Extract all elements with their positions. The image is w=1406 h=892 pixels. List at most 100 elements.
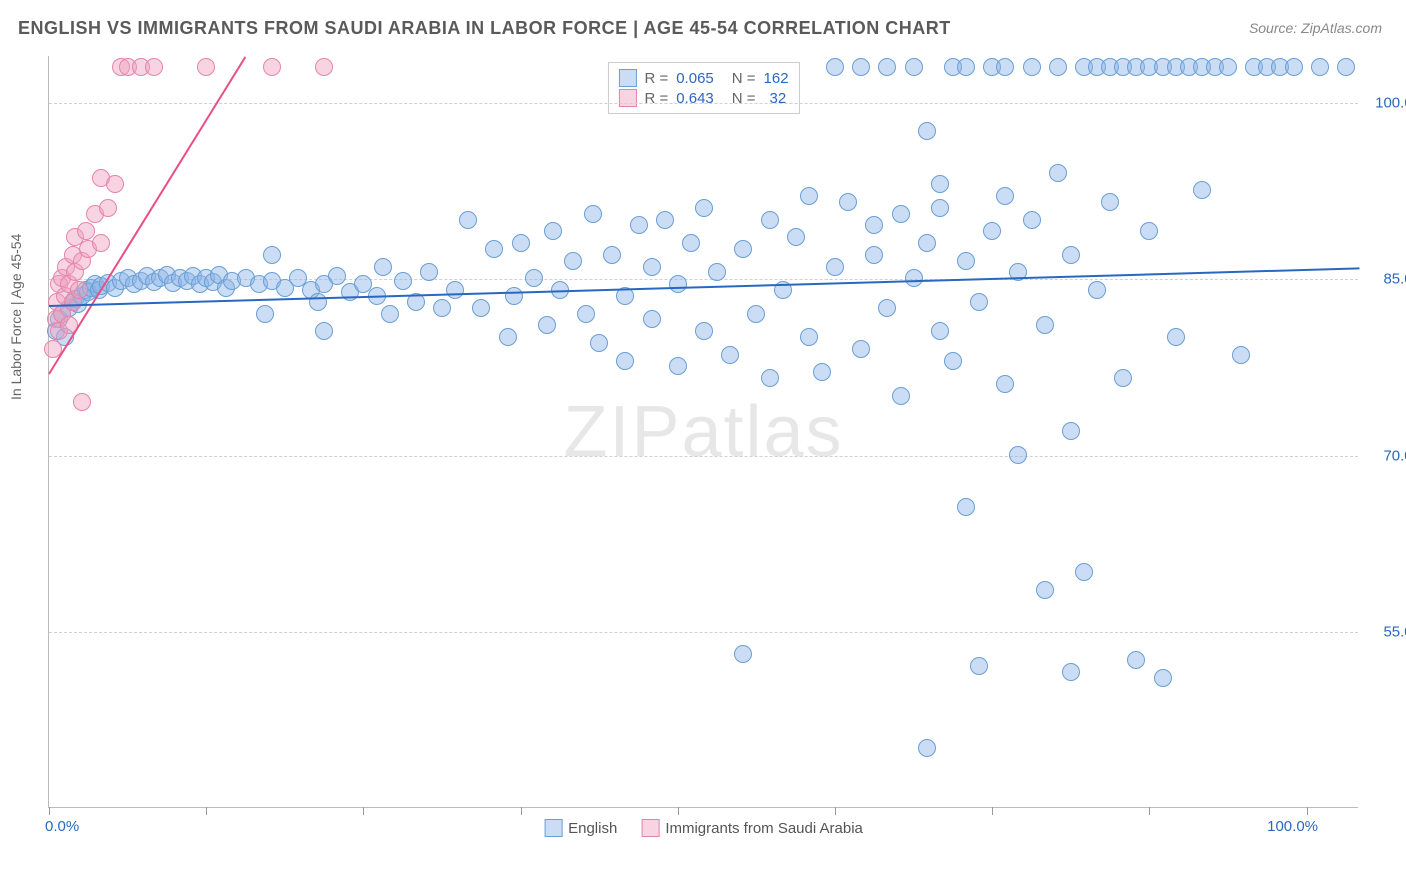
data-point-english [747,305,765,323]
data-point-english [1075,563,1093,581]
x-tick [1307,807,1308,815]
data-point-english [525,269,543,287]
data-point-english [1062,246,1080,264]
data-point-english [459,211,477,229]
x-tick [363,807,364,815]
data-point-saudi [315,58,333,76]
data-point-english [892,387,910,405]
data-point-english [944,352,962,370]
data-point-english [1101,193,1119,211]
data-point-english [787,228,805,246]
data-point-saudi [92,234,110,252]
y-tick-label: 85.0% [1383,271,1406,288]
data-point-english [918,122,936,140]
legend-item-saudi: Immigrants from Saudi Arabia [641,819,863,837]
data-point-english [839,193,857,211]
series-label-saudi: Immigrants from Saudi Arabia [665,820,863,837]
data-point-english [695,199,713,217]
y-tick-label: 55.0% [1383,623,1406,640]
x-tick [678,807,679,815]
data-point-english [996,187,1014,205]
swatch-english [544,819,562,837]
y-tick-label: 100.0% [1375,95,1406,112]
data-point-english [374,258,392,276]
data-point-english [695,322,713,340]
series-legend: English Immigrants from Saudi Arabia [544,819,863,837]
legend-row-english: R = 0.065 N = 162 [618,69,788,87]
data-point-english [865,246,883,264]
data-point-english [826,58,844,76]
data-point-english [1023,211,1041,229]
data-point-english [669,357,687,375]
data-point-english [878,299,896,317]
data-point-saudi [77,222,95,240]
data-point-english [970,657,988,675]
x-tick [835,807,836,815]
watermark-text: ZIPatlas [563,391,843,473]
data-point-english [420,263,438,281]
data-point-english [721,346,739,364]
data-point-english [1285,58,1303,76]
data-point-saudi [73,393,91,411]
data-point-saudi [99,199,117,217]
data-point-english [996,375,1014,393]
data-point-english [878,58,896,76]
data-point-english [1154,669,1172,687]
data-point-english [1337,58,1355,76]
data-point-english [1023,58,1041,76]
data-point-english [1036,316,1054,334]
trend-line [48,56,246,374]
data-point-english [957,58,975,76]
data-point-english [1036,581,1054,599]
data-point-english [1114,369,1132,387]
swatch-english [618,69,636,87]
y-axis-label: In Labor Force | Age 45-54 [8,234,24,400]
data-point-english [800,328,818,346]
data-point-english [544,222,562,240]
data-point-english [446,281,464,299]
data-point-english [734,645,752,663]
data-point-saudi [70,281,88,299]
data-point-english [394,272,412,290]
data-point-english [499,328,517,346]
chart-title: ENGLISH VS IMMIGRANTS FROM SAUDI ARABIA … [18,18,951,39]
data-point-english [813,363,831,381]
data-point-english [918,234,936,252]
data-point-saudi [145,58,163,76]
data-point-english [643,258,661,276]
data-point-english [643,310,661,328]
data-point-english [309,293,327,311]
data-point-saudi [263,58,281,76]
series-label-english: English [568,820,617,837]
legend-item-english: English [544,819,617,837]
x-axis-min-label: 0.0% [45,818,79,835]
x-axis-max-label: 100.0% [1267,818,1318,835]
gridline-h [49,103,1358,104]
data-point-english [761,211,779,229]
data-point-english [669,275,687,293]
r-label: R = [644,70,668,87]
data-point-english [328,267,346,285]
source-label: Source: ZipAtlas.com [1249,20,1382,36]
data-point-english [630,216,648,234]
data-point-english [761,369,779,387]
gridline-h [49,632,1358,633]
data-point-english [1219,58,1237,76]
data-point-english [957,252,975,270]
data-point-english [315,322,333,340]
x-tick [1149,807,1150,815]
x-tick [49,807,50,815]
data-point-english [1167,328,1185,346]
data-point-english [892,205,910,223]
data-point-english [256,305,274,323]
swatch-saudi [641,819,659,837]
scatter-plot-area: ZIPatlas R = 0.065 N = 162 R = 0.643 N =… [48,56,1358,808]
data-point-english [1193,181,1211,199]
data-point-english [577,305,595,323]
x-tick [992,807,993,815]
y-tick-label: 70.0% [1383,447,1406,464]
data-point-english [826,258,844,276]
data-point-saudi [106,175,124,193]
data-point-english [1140,222,1158,240]
data-point-english [381,305,399,323]
